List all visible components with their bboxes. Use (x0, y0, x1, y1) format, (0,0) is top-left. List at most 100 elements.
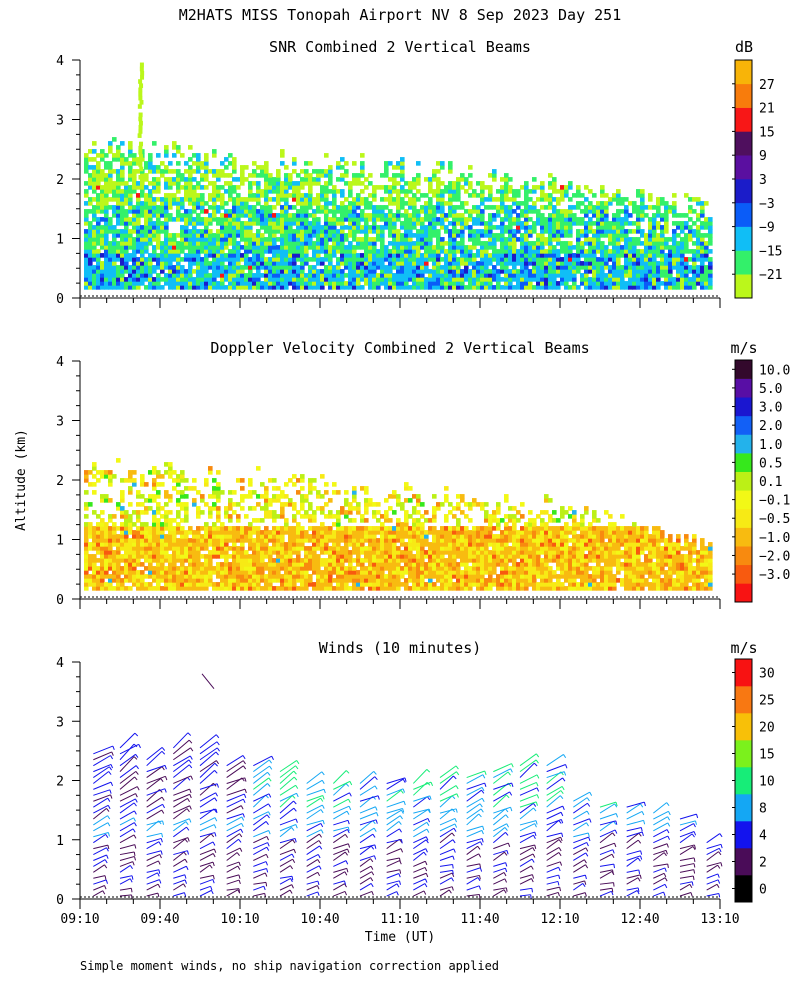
doppler-cell (268, 574, 273, 579)
snr-cell (504, 197, 509, 202)
snr-cell (552, 261, 557, 266)
snr-cell (304, 205, 309, 210)
snr-cell (676, 265, 681, 270)
snr-cell (132, 245, 137, 250)
doppler-cell (292, 574, 297, 579)
snr-cell (300, 205, 305, 210)
snr-cell (288, 217, 293, 222)
snr-cell (316, 253, 321, 258)
snr-cell (292, 185, 297, 190)
snr-cell (672, 233, 677, 238)
snr-cell (508, 237, 513, 242)
snr-cell (428, 233, 433, 238)
snr-cell (316, 249, 321, 254)
doppler-cell (228, 570, 233, 575)
snr-cell (260, 261, 265, 266)
doppler-cell (256, 546, 261, 551)
snr-cell (244, 265, 249, 270)
snr-cell (296, 253, 301, 258)
snr-cell (324, 209, 329, 214)
doppler-cell (160, 574, 165, 579)
snr-cell (96, 273, 101, 278)
doppler-cell (120, 490, 125, 495)
doppler-cell (92, 562, 97, 567)
snr-cell (128, 281, 133, 286)
doppler-cell (280, 502, 285, 507)
snr-cell (536, 217, 541, 222)
snr-cell (612, 245, 617, 250)
doppler-cell (84, 534, 89, 539)
snr-cell (284, 189, 289, 194)
snr-cell (128, 197, 133, 202)
snr-cell (116, 177, 121, 182)
snr-cell (556, 281, 561, 286)
doppler-cell (168, 518, 173, 523)
snr-cell (436, 177, 441, 182)
snr-cell (208, 229, 213, 234)
snr-cell (220, 265, 225, 270)
snr-cell (468, 285, 473, 290)
snr-cell (488, 261, 493, 266)
doppler-cell (172, 542, 177, 547)
snr-cell (364, 233, 369, 238)
snr-cell (464, 253, 469, 258)
snr-cell (200, 185, 205, 190)
snr-cell (204, 201, 209, 206)
snr-cell (412, 265, 417, 270)
snr-cell (196, 161, 201, 166)
snr-cell (632, 265, 637, 270)
snr-cell (84, 153, 89, 158)
snr-cell (288, 173, 293, 178)
snr-cell (212, 233, 217, 238)
snr-cell (468, 233, 473, 238)
snr-cell (512, 285, 517, 290)
doppler-cell (316, 562, 321, 567)
snr-cell (384, 213, 389, 218)
doppler-cell (180, 474, 185, 479)
doppler-cell (144, 574, 149, 579)
doppler-cell (260, 562, 265, 567)
doppler-cell (168, 462, 173, 467)
snr-cell (620, 217, 625, 222)
snr-cell (112, 233, 117, 238)
doppler-cell (100, 542, 105, 547)
doppler-cell (300, 538, 305, 543)
snr-cell (528, 217, 533, 222)
snr-cell (652, 225, 657, 230)
snr-cell (176, 197, 181, 202)
snr-cell (308, 177, 313, 182)
snr-cell (380, 217, 385, 222)
doppler-cell (296, 578, 301, 583)
snr-cell (440, 257, 445, 262)
doppler-cell (284, 502, 289, 507)
snr-cell (96, 221, 101, 226)
snr-cell (280, 241, 285, 246)
snr-cell (248, 233, 253, 238)
snr-cell (436, 261, 441, 266)
snr-cell (380, 265, 385, 270)
doppler-cell (192, 578, 197, 583)
snr-cell (440, 217, 445, 222)
snr-cell (144, 205, 149, 210)
snr-cell (356, 277, 361, 282)
doppler-cell (168, 474, 173, 479)
snr-cell (136, 261, 141, 266)
doppler-cell (244, 566, 249, 571)
snr-cell (312, 277, 317, 282)
snr-cell (256, 193, 261, 198)
doppler-cell (320, 586, 325, 591)
doppler-cell (300, 566, 305, 571)
snr-cell (404, 241, 409, 246)
doppler-cell (100, 582, 105, 587)
snr-cell (476, 237, 481, 242)
doppler-cell (148, 498, 153, 503)
snr-cell (232, 269, 237, 274)
snr-cell (236, 193, 241, 198)
doppler-cell (128, 562, 133, 567)
snr-cell (124, 241, 129, 246)
snr-cell (228, 237, 233, 242)
snr-cell (260, 209, 265, 214)
snr-cell (500, 205, 505, 210)
snr-cell (632, 281, 637, 286)
snr-cell (164, 245, 169, 250)
